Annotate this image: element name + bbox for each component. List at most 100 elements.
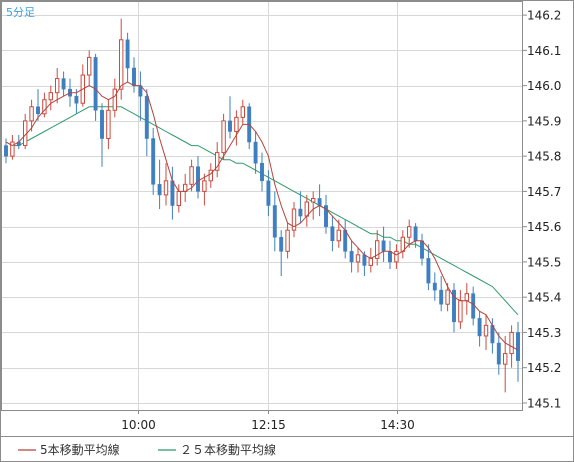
candle-body <box>163 180 169 196</box>
candle-body <box>4 145 8 157</box>
candle-down <box>266 170 271 217</box>
candle-body <box>74 95 79 104</box>
candle-body <box>483 324 489 337</box>
x-tick-label: 10:00 <box>121 418 156 432</box>
candle-body <box>234 116 239 132</box>
candle-down <box>272 191 277 252</box>
candle-body <box>311 197 316 203</box>
candle-body <box>196 166 200 192</box>
candle-body <box>10 141 15 157</box>
candle-body <box>176 190 182 206</box>
candle-body <box>260 162 264 182</box>
candle-down <box>125 32 130 83</box>
y-tick-label: 145.2 <box>527 361 561 375</box>
x-tick-label: 12:15 <box>251 418 286 432</box>
candle-body <box>106 109 111 140</box>
candle-body <box>432 282 437 291</box>
y-tick-label: 146.0 <box>527 79 561 93</box>
candle-up <box>407 219 412 248</box>
candle-body <box>349 251 354 263</box>
candle-up <box>240 99 246 125</box>
candle-body <box>368 257 374 266</box>
candle-up <box>189 159 194 192</box>
candle-down <box>260 152 264 192</box>
candle-body <box>29 106 34 122</box>
y-tick-label: 145.5 <box>527 255 561 269</box>
candle-body <box>132 67 136 86</box>
candle-down <box>36 89 40 121</box>
candle-down <box>144 89 149 157</box>
candle-down <box>253 131 258 174</box>
ma5-line-layer <box>5 81 519 351</box>
candle-body <box>503 353 508 365</box>
candle-body <box>144 95 149 139</box>
candle-body <box>445 289 450 305</box>
candle-down <box>439 276 444 312</box>
candle-up <box>48 85 53 111</box>
y-tick-label: 146.2 <box>527 9 561 23</box>
candle-body <box>330 226 335 242</box>
candle-up <box>234 110 239 146</box>
candle-up <box>55 67 60 104</box>
candle-down <box>228 96 232 139</box>
candle-up <box>394 244 399 269</box>
candle-body <box>336 229 342 242</box>
candle-up <box>355 247 361 273</box>
candle-body <box>266 180 271 206</box>
candle-up <box>285 223 290 259</box>
y-tick-label: 145.7 <box>527 185 561 199</box>
candle-body <box>509 331 514 355</box>
ma5-line <box>5 81 519 351</box>
candle-up <box>336 219 342 248</box>
timeframe-label: 5分足 <box>6 6 35 19</box>
candle-up <box>112 78 117 118</box>
candle-body <box>477 318 482 337</box>
candle-down <box>279 230 284 277</box>
legend-ma5-label: 5本移動平均線 <box>40 442 120 457</box>
candle-body <box>87 56 92 76</box>
candle-down <box>349 240 354 273</box>
candle-down <box>516 321 520 382</box>
candle-down <box>100 103 104 167</box>
candle-body <box>516 332 520 361</box>
candle-body <box>61 78 66 90</box>
y-tick-label: 145.6 <box>527 220 561 234</box>
candle-body <box>362 254 367 266</box>
candle-body <box>208 169 214 182</box>
candle-up <box>483 314 489 351</box>
candle-up <box>10 134 15 160</box>
candle-body <box>189 166 194 185</box>
candle-body <box>355 254 361 263</box>
candle-body <box>394 250 399 263</box>
candle-down <box>4 138 8 164</box>
candle-body <box>452 289 456 323</box>
y-tick-label: 145.4 <box>527 291 561 305</box>
candle-body <box>464 293 470 302</box>
candle-down <box>452 283 456 333</box>
candle-body <box>291 208 297 231</box>
candle-body <box>400 236 406 252</box>
candle-body <box>112 88 117 111</box>
candle-up <box>503 335 508 393</box>
candle-down <box>330 216 335 252</box>
y-tick-label: 145.9 <box>527 114 561 128</box>
candle-body <box>170 180 175 206</box>
candle-down <box>426 244 431 291</box>
candle-body <box>496 342 501 365</box>
candle-body <box>48 92 53 101</box>
candle-body <box>240 106 246 118</box>
candle-body <box>228 120 232 132</box>
candle-body <box>253 141 258 164</box>
candle-down <box>298 191 303 224</box>
y-tick-label: 145.3 <box>527 326 561 340</box>
y-tick-label: 146.1 <box>527 44 561 58</box>
y-tick-label: 145.8 <box>527 150 561 164</box>
candle-body <box>279 236 284 252</box>
candle-body <box>119 39 124 90</box>
candle-body <box>343 229 348 252</box>
candle-body <box>304 201 310 217</box>
candle-body <box>36 106 40 115</box>
plot-frame <box>1 1 523 411</box>
candle-up <box>87 50 92 86</box>
